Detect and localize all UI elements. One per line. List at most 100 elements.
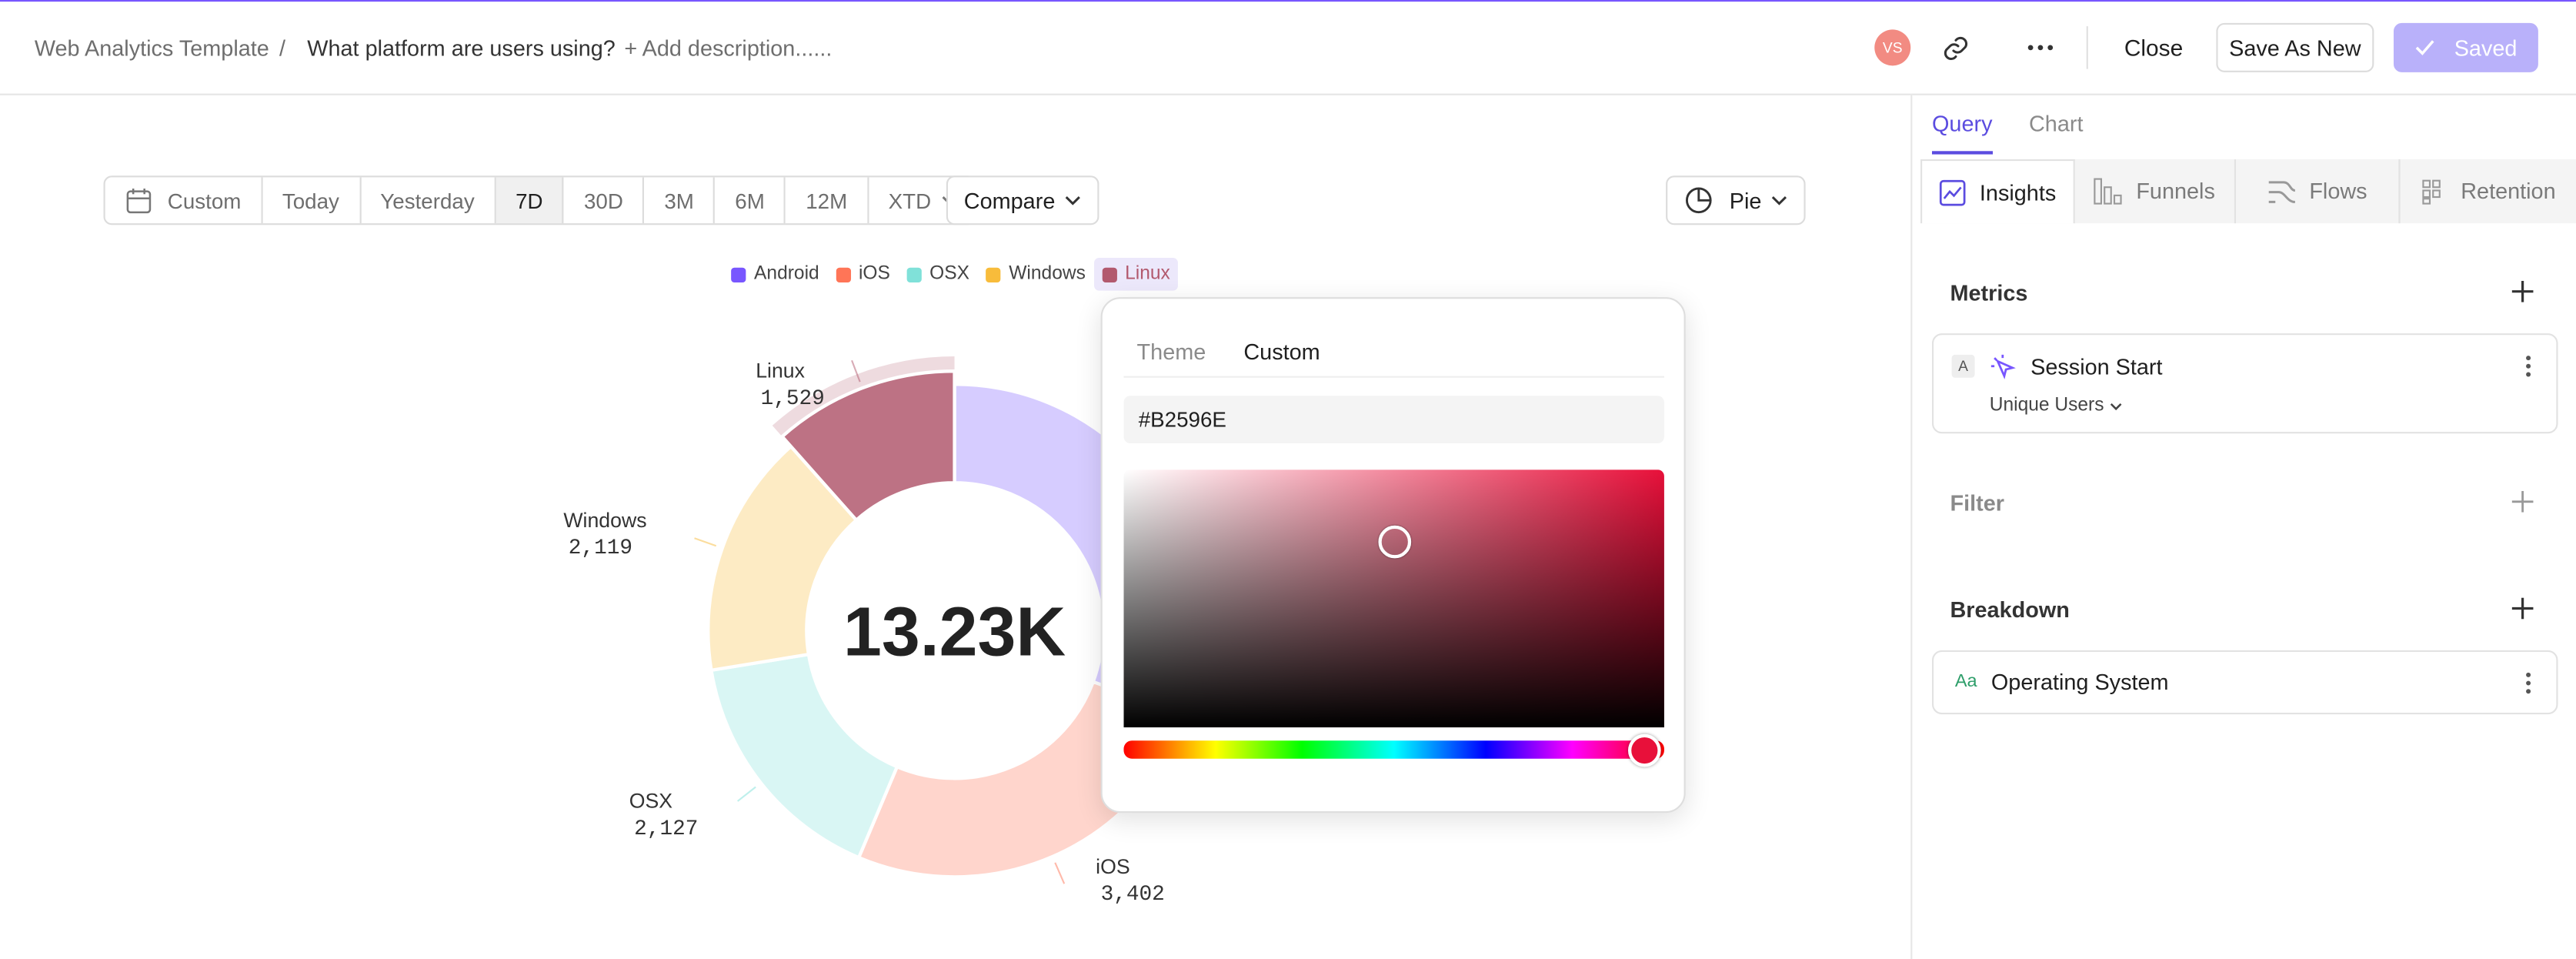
add-description[interactable]: + Add description......	[624, 35, 833, 61]
compare-button[interactable]: Compare	[946, 175, 1099, 226]
top-accent	[0, 0, 2576, 2]
add-metric[interactable]	[2511, 280, 2534, 302]
picker-tab[interactable]: Custom	[1243, 339, 1320, 365]
header: Web Analytics Template / What platform a…	[0, 2, 2576, 95]
pie-slice[interactable]	[706, 443, 859, 673]
save-as-new-button[interactable]: Save As New	[2216, 22, 2374, 72]
report-tab[interactable]: Flows	[2236, 159, 2400, 224]
breakdown-card[interactable]: Aa Operating System	[1931, 650, 2558, 715]
date-range-option[interactable]: Today	[262, 177, 361, 224]
date-range-option[interactable]: 6M	[716, 177, 786, 224]
divider	[2086, 26, 2088, 69]
legend-swatch	[836, 266, 851, 282]
legend-label: Windows	[1009, 264, 1086, 285]
date-range-option[interactable]: 3M	[645, 177, 716, 224]
legend-item[interactable]: Windows	[978, 258, 1094, 291]
close-button[interactable]: Close	[2124, 34, 2184, 61]
flows-icon	[2267, 181, 2295, 203]
slice-label: Windows	[563, 509, 646, 532]
report-tab-label: Insights	[1979, 179, 2057, 205]
slice-label: Linux	[756, 359, 805, 383]
date-range-option[interactable]: Custom	[105, 177, 263, 224]
legend-swatch	[1102, 266, 1117, 282]
report-tab[interactable]: Insights	[1920, 159, 2074, 224]
date-range-label: 12M	[806, 188, 848, 213]
tab-underline	[1931, 151, 1993, 155]
picker-tab[interactable]: Theme	[1136, 339, 1206, 365]
metric-card[interactable]: A Session Start Unique Users	[1931, 333, 2558, 434]
legend-item[interactable]: Linux	[1093, 257, 1179, 291]
legend-item[interactable]: OSX	[899, 258, 978, 291]
event-icon	[1990, 354, 2016, 379]
insights-icon	[1939, 179, 1966, 206]
date-range-label: 30D	[583, 188, 623, 213]
chevron	[1066, 195, 1081, 206]
saved-button[interactable]: Saved	[2393, 22, 2538, 72]
breadcrumb[interactable]: Web Analytics Template	[34, 35, 269, 61]
legend-swatch	[986, 266, 1001, 282]
report-tab[interactable]: Retention	[2400, 159, 2576, 223]
section-title: Metrics	[1950, 280, 2028, 306]
metric-measure[interactable]: Unique Users	[1989, 396, 2104, 416]
date-range-option[interactable]: 12M	[786, 177, 869, 224]
report-title[interactable]: What platform are users using?	[307, 35, 616, 61]
kebab[interactable]	[2525, 355, 2532, 378]
pie-slice[interactable]	[709, 652, 899, 860]
pie-slice[interactable]	[779, 369, 956, 523]
date-range-selector: Custom Today Yesterday 7D 30D 3M 6M 12M XTD	[103, 175, 976, 226]
report-tab-label: Retention	[2461, 179, 2556, 204]
legend-item[interactable]: iOS	[827, 258, 898, 291]
slice-value: 3,402	[1101, 883, 1165, 907]
legend-label: Linux	[1125, 264, 1170, 285]
hex-input[interactable]: #B2596E	[1123, 396, 1664, 444]
hex-value: #B2596E	[1138, 407, 1226, 433]
report-tab[interactable]: Funnels	[2074, 159, 2237, 224]
avatar-initials: VS	[1882, 39, 1903, 56]
legend-label: iOS	[858, 264, 890, 285]
date-range-option[interactable]: XTD	[869, 177, 974, 223]
chart-type-button[interactable]: Pie	[1666, 175, 1806, 226]
hue-slider[interactable]	[1123, 740, 1664, 759]
panel-tab[interactable]: Chart	[2028, 112, 2084, 137]
date-range-label: 7D	[516, 188, 543, 213]
retention-icon	[2422, 179, 2441, 204]
leader-line	[1054, 862, 1066, 884]
saturation-handle[interactable]	[1378, 525, 1412, 559]
pie-icon	[1685, 187, 1712, 214]
legend-swatch	[731, 266, 746, 282]
saved-label: Saved	[2454, 35, 2518, 60]
saturation-area[interactable]	[1123, 469, 1664, 728]
slice-value: 2,119	[569, 536, 632, 560]
chart-type-label: Pie	[1729, 188, 1762, 213]
add-filter[interactable]	[2511, 490, 2534, 513]
link-icon[interactable]	[1942, 35, 1970, 62]
compare-label: Compare	[963, 188, 1056, 213]
panel-tab[interactable]: Query	[1931, 112, 1993, 137]
avatar[interactable]: VS	[1874, 29, 1911, 66]
hue-handle[interactable]	[1627, 733, 1661, 767]
save-as-new-label: Save As New	[2229, 35, 2361, 60]
metric-name: Session Start	[2030, 354, 2163, 379]
date-range-option[interactable]: Yesterday	[361, 177, 496, 224]
metric-badge-text: A	[1958, 358, 1968, 375]
calendar-line	[127, 187, 150, 199]
date-range-option[interactable]: 7D	[496, 177, 565, 224]
legend-label: Android	[754, 264, 819, 285]
section-title: Breakdown	[1950, 597, 2070, 623]
date-range-option[interactable]: 30D	[564, 177, 645, 224]
metric-badge: A	[1951, 354, 1975, 378]
date-range-label: 6M	[735, 188, 765, 213]
breadcrumb-separator: /	[279, 35, 286, 61]
leader-line	[737, 786, 756, 802]
leader-line	[851, 359, 861, 383]
more-icon[interactable]	[2027, 42, 2054, 52]
legend-item[interactable]: Android	[722, 258, 827, 291]
date-range-label: Today	[282, 188, 339, 213]
type-badge: Aa	[1954, 671, 1977, 692]
report-type-bar: Insights Funnels Flows Retention	[1920, 159, 2576, 224]
kebab[interactable]	[2525, 672, 2532, 695]
add-breakdown[interactable]	[2511, 597, 2534, 620]
query-panel: Query Chart Insights Funnels Flows Reten…	[1910, 95, 2576, 959]
